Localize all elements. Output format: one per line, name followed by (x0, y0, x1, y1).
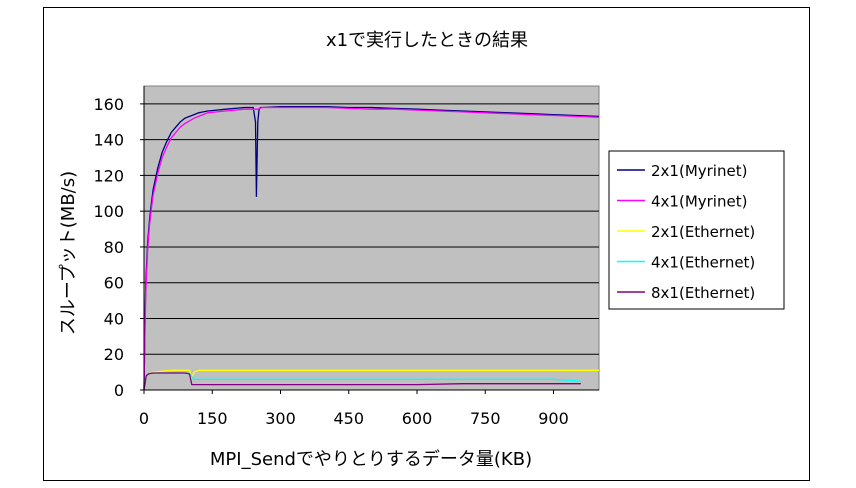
y-tick-label: 100 (93, 202, 124, 221)
x-axis-title: MPI_Sendでやりとりするデータ量(KB) (210, 449, 532, 470)
x-tick-label: 300 (265, 409, 296, 428)
y-tick-labels: 0 20 40 60 80 100 120 140 160 (93, 95, 144, 400)
chart-frame: x1で実行したときの結果 0 150 300 450 600 750 900 0 20 40 60… (43, 7, 810, 481)
series-line-1 (143, 106, 600, 391)
y-tick-label: 40 (104, 309, 124, 328)
x-tick-label: 900 (538, 409, 569, 428)
y-tick-label: 120 (93, 166, 124, 185)
y-tick-label: 20 (104, 345, 124, 364)
chart-title: x1で実行したときの結果 (326, 30, 528, 51)
y-tick-label: 160 (93, 95, 124, 114)
series-line-4 (143, 372, 581, 391)
series-line-2 (143, 369, 599, 391)
legend-label-4: 8x1(Ethernet) (651, 284, 755, 302)
legend-label-2: 2x1(Ethernet) (651, 223, 755, 241)
x-tick-labels: 0 150 300 450 600 750 900 (139, 390, 569, 428)
y-axis-title: スループット(MB/s) (58, 171, 79, 335)
x-tick-label: 750 (470, 409, 501, 428)
legend: 2x1(Myrinet) 4x1(Myrinet) 2x1(Ethernet) 4x1… (608, 150, 785, 310)
y-tick-label: 140 (93, 131, 124, 150)
legend-label-1: 4x1(Myrinet) (651, 193, 747, 211)
y-tick-label: 60 (104, 274, 124, 293)
y-tick-label: 80 (104, 238, 124, 257)
x-tick-label: 0 (139, 409, 149, 428)
plot-area (143, 85, 600, 391)
x-tick-label: 600 (402, 409, 433, 428)
y-tick-label: 0 (114, 381, 124, 400)
series-line-0 (143, 105, 600, 391)
plot-background (143, 85, 600, 391)
legend-label-3: 4x1(Ethernet) (651, 254, 755, 272)
legend-box (608, 150, 785, 310)
x-tick-label: 450 (333, 409, 364, 428)
x-tick-label: 150 (197, 409, 228, 428)
legend-label-0: 2x1(Myrinet) (651, 162, 747, 180)
chart-svg: x1で実行したときの結果 0 150 300 450 600 750 900 0 20 40 60… (58, 30, 785, 470)
